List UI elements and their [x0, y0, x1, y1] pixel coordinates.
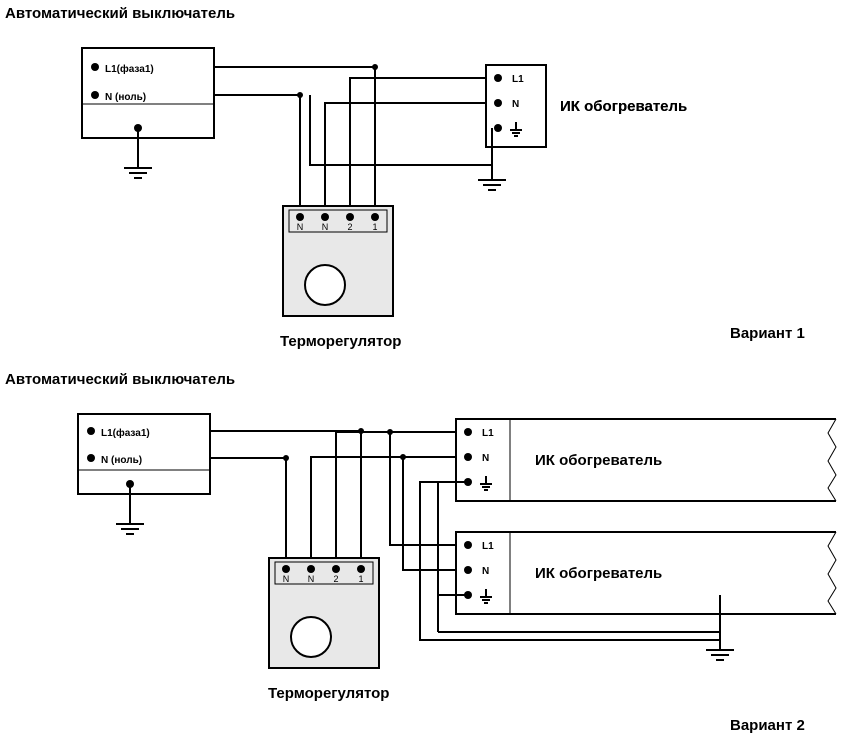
- svg-text:L1: L1: [482, 428, 494, 439]
- circuit-breaker: L1(фаза1) N (ноль): [78, 414, 210, 534]
- terminal-label: N (ноль): [105, 92, 146, 103]
- svg-text:N: N: [482, 453, 489, 464]
- wire: [403, 457, 456, 570]
- wire: [420, 482, 720, 640]
- breaker-title: Автоматический выключатель: [5, 5, 235, 22]
- ir-heater: L1 N ИК обогреватель: [456, 532, 836, 614]
- svg-text:1: 1: [358, 574, 363, 584]
- thermostat-caption: Терморегулятор: [280, 333, 401, 350]
- circuit-breaker: L1(фаза1) N (ноль): [82, 48, 214, 178]
- wire: [214, 95, 300, 206]
- variant-label: Вариант 2: [730, 717, 805, 734]
- ir-heater: L1 N ИК обогреватель: [456, 419, 836, 501]
- svg-text:N: N: [512, 99, 519, 110]
- svg-text:2: 2: [347, 222, 352, 232]
- svg-text:2: 2: [333, 574, 338, 584]
- wire: [310, 95, 492, 165]
- svg-text:N: N: [297, 222, 304, 232]
- heater-caption: ИК обогреватель: [535, 452, 662, 469]
- thermostat: N N 2 1 Терморегулятор: [280, 206, 401, 350]
- svg-text:N: N: [308, 574, 315, 584]
- terminal-label: N (ноль): [101, 455, 142, 466]
- heater-caption: ИК обогреватель: [560, 98, 687, 115]
- svg-text:L1: L1: [482, 541, 494, 552]
- wire: [350, 78, 486, 206]
- variant-label: Вариант 1: [730, 325, 805, 342]
- terminal-label: L1(фаза1): [105, 63, 154, 75]
- svg-text:1: 1: [372, 222, 377, 232]
- heater-caption: ИК обогреватель: [535, 565, 662, 582]
- svg-text:L1: L1: [512, 74, 524, 85]
- thermostat: N N 2 1 Терморегулятор: [268, 558, 389, 702]
- svg-text:N: N: [482, 566, 489, 577]
- svg-text:N: N: [283, 574, 290, 584]
- thermostat-caption: Терморегулятор: [268, 685, 389, 702]
- svg-text:N: N: [322, 222, 329, 232]
- breaker-title: Автоматический выключатель: [5, 371, 235, 388]
- wire: [311, 457, 456, 558]
- wire: [390, 432, 456, 545]
- variant-1: Автоматический выключатель L1(фаза1) N (но…: [5, 5, 805, 350]
- wire: [210, 458, 286, 558]
- variant-2: Автоматический выключатель L1(фаза1) N (но…: [5, 371, 836, 734]
- terminal-label: L1(фаза1): [101, 427, 150, 439]
